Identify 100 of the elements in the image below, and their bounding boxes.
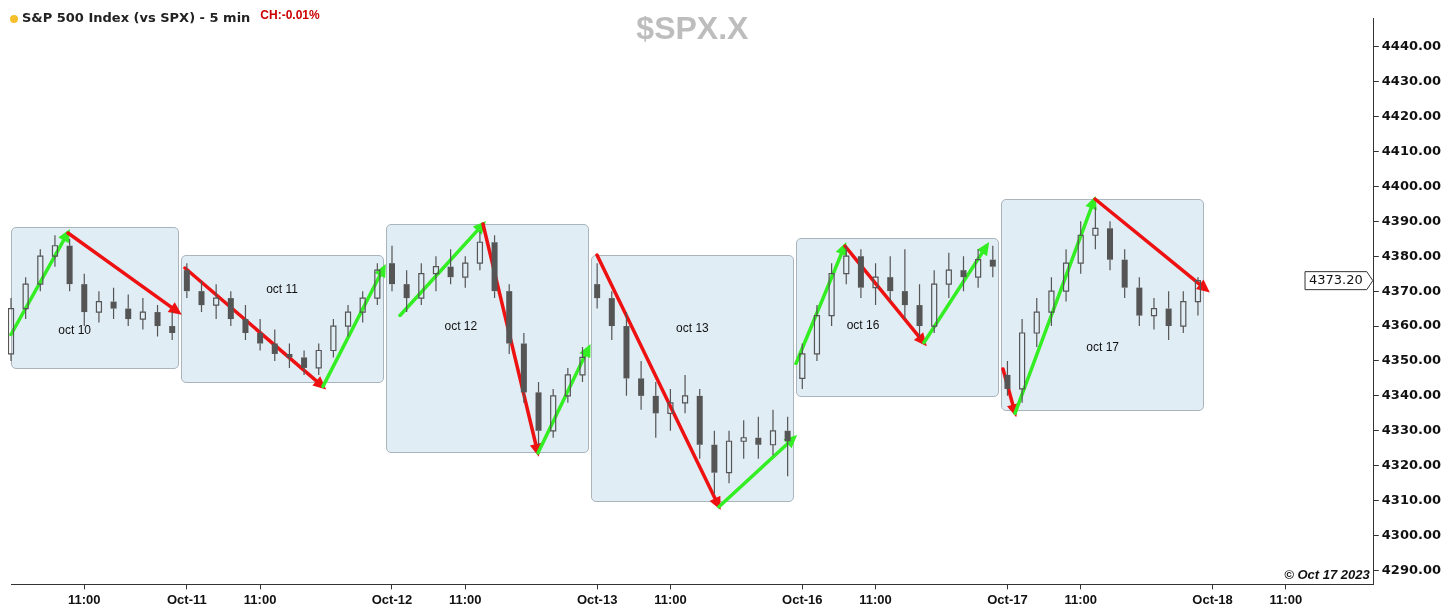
y-tick-label: 4330.00 [1381, 422, 1442, 438]
candlestick [1077, 220, 1084, 275]
candlestick [725, 430, 733, 484]
annotation: oct 16 [846, 317, 880, 332]
y-tick-label: 4380.00 [1381, 247, 1442, 263]
candlestick [887, 255, 894, 303]
y-tick-label: 4400.00 [1381, 177, 1442, 193]
y-tick-label: 4360.00 [1381, 317, 1442, 333]
annotation: oct 17 [1086, 339, 1120, 354]
chart-subtitle: S&P 500 Index (vs SPX) - 5 min [22, 10, 251, 26]
candlestick [872, 262, 879, 306]
candlestick [652, 381, 659, 439]
y-tick-label: 4370.00 [1381, 282, 1442, 298]
candlestick [476, 231, 484, 271]
candlestick [711, 430, 718, 495]
candlestick [1121, 248, 1128, 299]
candlestick [1150, 297, 1158, 331]
candlestick [1107, 220, 1114, 271]
annotation: oct 10 [58, 323, 92, 338]
x-tick-label: 11:00 [859, 591, 892, 607]
candlestick [740, 419, 747, 460]
candlestick [344, 304, 352, 338]
candlestick [403, 269, 410, 313]
y-tick-label: 4410.00 [1381, 142, 1442, 158]
candlestick [828, 262, 835, 327]
candlestick [169, 311, 176, 341]
candlestick [960, 255, 967, 292]
candlestick [813, 304, 821, 362]
candlestick [755, 416, 762, 460]
candlestick [1194, 276, 1202, 317]
x-tick-label: 11:00 [654, 591, 687, 607]
candlestick [1136, 276, 1143, 327]
candlestick [301, 349, 308, 376]
y-tick-label: 4350.00 [1381, 352, 1442, 368]
chart-title: $SPX.X [636, 9, 750, 46]
candlestick [271, 328, 278, 362]
y-tick-label: 4310.00 [1381, 491, 1442, 507]
candlestick [975, 248, 982, 289]
candlestick [784, 416, 791, 477]
candlestick [125, 294, 132, 327]
candlestick [1019, 318, 1026, 404]
candlestick [520, 332, 527, 404]
x-tick-label: Oct-13 [576, 591, 618, 607]
candlestick [1004, 360, 1011, 397]
x-tick-label: 11:00 [1064, 591, 1097, 607]
candlestick [623, 311, 630, 397]
x-tick-label: Oct-11 [166, 591, 207, 607]
candlestick [447, 248, 454, 285]
candlestick [667, 388, 674, 432]
candlestick [8, 297, 15, 362]
candlestick [608, 290, 615, 341]
y-tick-label: 4300.00 [1381, 526, 1442, 542]
annotation: CH:-0.01% [260, 8, 321, 23]
candlestick [681, 374, 689, 414]
candlestick [857, 248, 864, 299]
x-tick-label: 11:00 [448, 591, 482, 607]
y-tick-label: 4340.00 [1381, 387, 1442, 403]
candlestick [945, 252, 952, 299]
x-tick-label: 11:00 [67, 591, 101, 607]
candlestick [1062, 248, 1070, 303]
candlestick [638, 360, 645, 411]
candlestick [931, 269, 938, 334]
candlestick [769, 409, 777, 456]
x-tick-label: Oct-12 [371, 591, 413, 607]
candlestick [799, 342, 806, 390]
annotation: oct 13 [676, 321, 710, 336]
candlestick [1165, 290, 1172, 341]
candlestick [901, 248, 908, 320]
candlestick [389, 245, 395, 292]
candlestick [51, 234, 59, 268]
candlestick [257, 318, 264, 352]
x-tick-label: Oct-18 [1192, 591, 1233, 607]
candlestick [432, 255, 440, 292]
candlestick [1048, 276, 1055, 327]
y-tick-label: 4390.00 [1381, 212, 1442, 228]
candlestick [696, 388, 703, 460]
candlestick [242, 304, 249, 341]
annotation: 4373.20 [1309, 272, 1363, 288]
candlestick [916, 283, 923, 338]
annotation: oct 11 [266, 281, 299, 296]
x-tick-label: Oct-17 [987, 591, 1028, 607]
candlestick [1033, 297, 1040, 348]
y-tick-label: 4440.00 [1381, 38, 1442, 54]
candlestick [989, 245, 996, 278]
y-tick-label: 4290.00 [1381, 561, 1442, 577]
candlestick [213, 283, 220, 320]
y-tick-label: 4420.00 [1381, 107, 1442, 123]
annotation: oct 12 [444, 319, 478, 334]
candlestick [110, 287, 117, 320]
y-tick-label: 4320.00 [1381, 457, 1442, 473]
candlestick [81, 273, 88, 327]
candlestick [843, 245, 850, 285]
x-tick-label: 11:00 [243, 591, 277, 607]
candlestick [139, 297, 146, 331]
x-tick-label: Oct-16 [782, 591, 823, 607]
annotation: © Oct 17 2023 [1284, 567, 1371, 583]
candlestick [1092, 206, 1099, 250]
candlestick [535, 381, 542, 446]
candlestick [95, 290, 103, 324]
x-tick-label: 11:00 [1269, 591, 1303, 607]
